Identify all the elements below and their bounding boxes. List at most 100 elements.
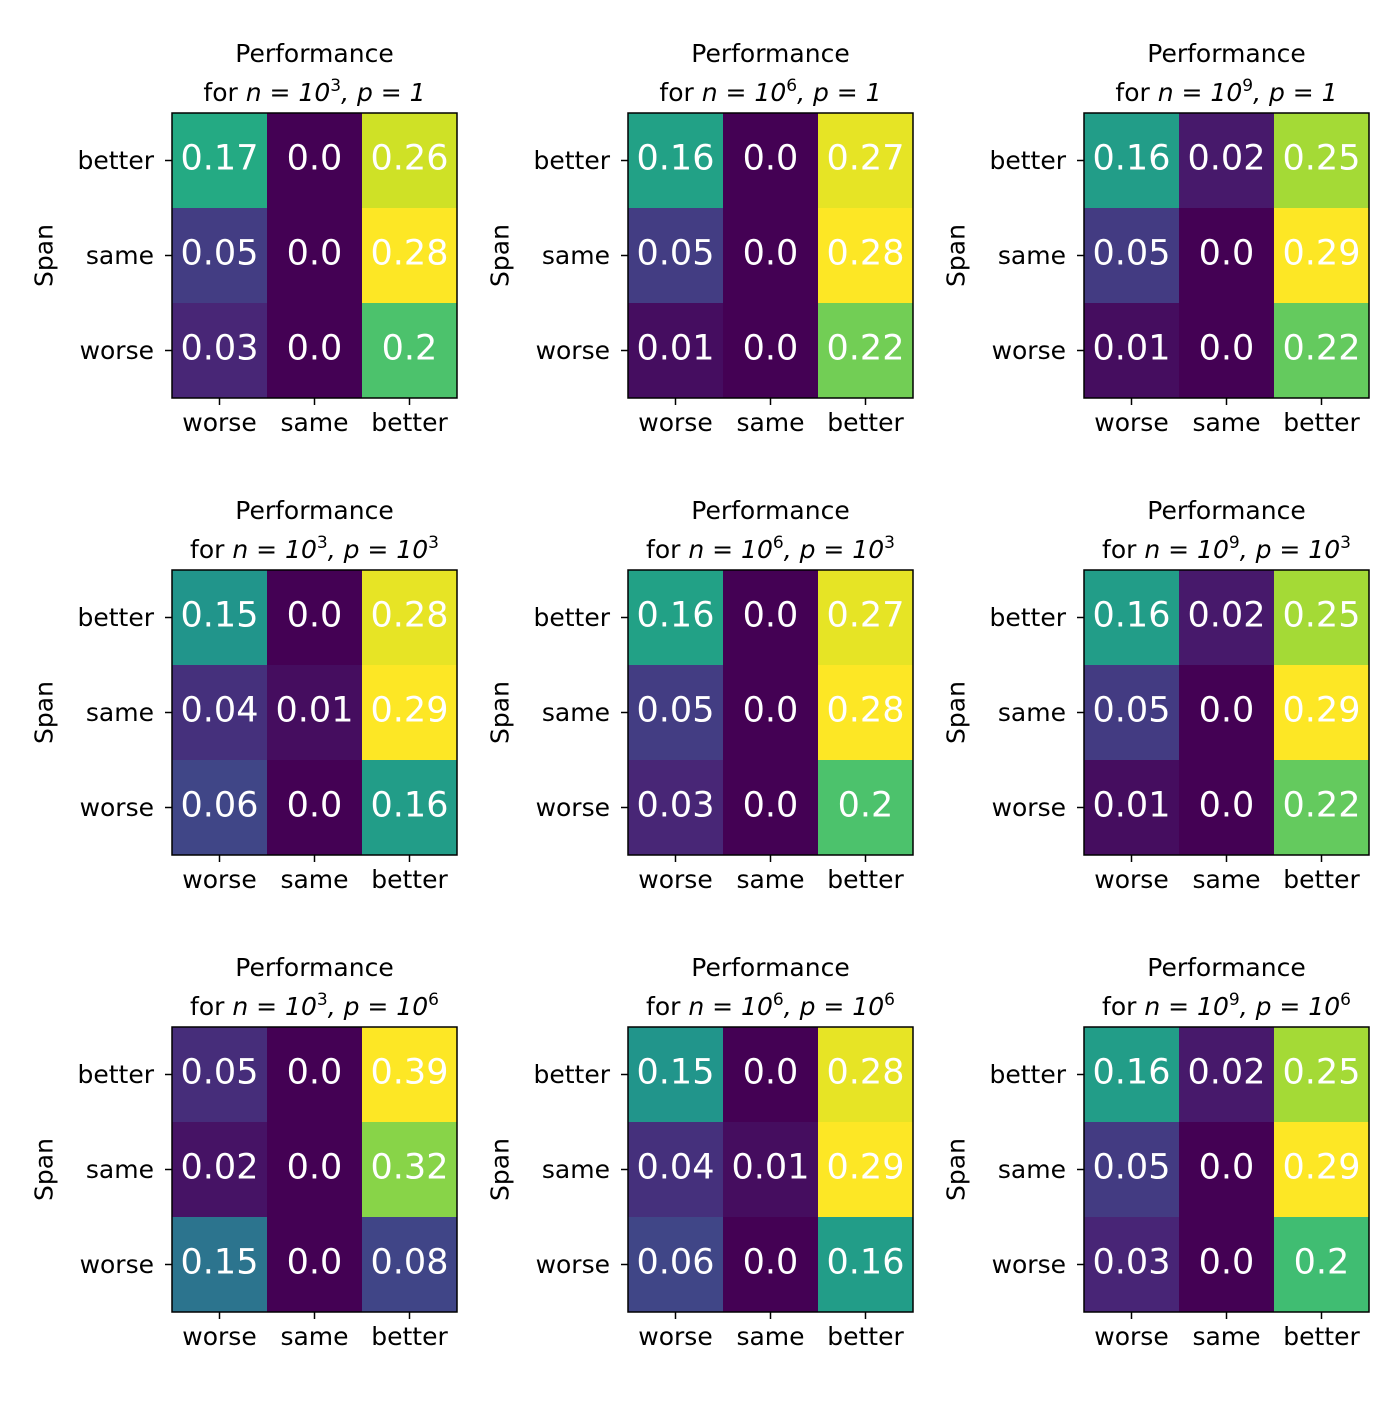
cell-value-label: 0.01 [1093, 786, 1171, 826]
subtitle-p-base: , p = 10 [328, 535, 428, 564]
x-tick-label: worse [182, 408, 256, 437]
cell-value-label: 0.04 [637, 1148, 715, 1188]
panel-subtitle: for n = 106, p = 1 [659, 76, 881, 107]
subtitle-prefix: for [1102, 535, 1144, 564]
cell-value-label: 0.0 [1199, 786, 1255, 826]
heatmap-cell [172, 208, 268, 304]
cell-value-label: 0.29 [827, 1148, 905, 1188]
x-tick-label: worse [638, 408, 712, 437]
y-tick-label: worse [536, 1250, 610, 1279]
y-tick-label: same [86, 1155, 154, 1184]
cell-value-label: 0.0 [743, 1053, 799, 1093]
heatmap-cell [1084, 760, 1180, 856]
subtitle-p-base: , p = 10 [328, 992, 428, 1021]
heatmap-cell [1084, 665, 1180, 761]
heatmap-cell [628, 1217, 724, 1313]
heatmap-cell [1084, 570, 1180, 666]
y-tick-label: same [998, 241, 1066, 270]
cell-value-label: 0.29 [1283, 1148, 1361, 1188]
panel-subtitle: for n = 106, p = 106 [646, 990, 895, 1021]
heatmap-cell [172, 1122, 268, 1218]
subtitle-p-base: , p = 10 [1240, 535, 1340, 564]
panel-subtitle: for n = 103, p = 1 [203, 76, 425, 107]
cell-value-label: 0.15 [181, 596, 259, 636]
heatmap-cell [818, 1217, 914, 1313]
subtitle-n-exponent: 3 [330, 76, 341, 96]
panel-title: Performance [691, 39, 849, 68]
heatmap-cell [362, 1027, 458, 1123]
cell-value-label: 0.25 [1283, 1053, 1361, 1093]
x-tick-label: same [736, 865, 804, 894]
heatmap-cell [628, 113, 724, 209]
panel-title: Performance [691, 496, 849, 525]
subtitle-p-exponent: 3 [1340, 533, 1351, 553]
heatmap-panel-9: 0.16 0.02 0.250.05 0.0 0.290.03 0.0 0.2betters… [942, 953, 1370, 1351]
cell-value-label: 0.03 [1093, 1243, 1171, 1283]
y-tick-label: better [77, 1060, 154, 1089]
subtitle-n-exponent: 6 [773, 990, 784, 1010]
cell-value-label: 0.0 [743, 1243, 799, 1283]
heatmap-cell [1179, 208, 1275, 304]
x-tick-label: worse [182, 865, 256, 894]
cell-value-label: 0.04 [181, 691, 259, 731]
panel-title: Performance [1147, 953, 1305, 982]
heatmap-cell [172, 303, 268, 399]
heatmap-cell [628, 665, 724, 761]
heatmap-cell [723, 208, 819, 304]
heatmap-cell [362, 1217, 458, 1313]
heatmap-cell [1274, 1122, 1370, 1218]
panel-title: Performance [235, 953, 393, 982]
x-tick-label: same [280, 408, 348, 437]
panel-title: Performance [1147, 496, 1305, 525]
heatmap-panel-4: 0.15 0.0 0.28 0.04 0.01 0.29 0.06 0.0 0.16 better… [30, 496, 458, 894]
cell-value-label: 0.28 [371, 234, 449, 274]
y-tick-label: worse [536, 336, 610, 365]
heatmap-cell [818, 303, 914, 399]
subtitle-n-base: n = 10 [246, 78, 331, 107]
subtitle-n-exponent: 9 [1229, 533, 1240, 553]
cell-value-label: 0.16 [371, 786, 449, 826]
heatmap-cell [362, 570, 458, 666]
y-axis-label: Span [942, 681, 971, 744]
heatmap-cell [1179, 570, 1275, 666]
x-tick-label: better [827, 408, 904, 437]
subtitle-n-base: n = 10 [232, 535, 317, 564]
heatmap-cell [1274, 570, 1370, 666]
cell-value-label: 0.0 [743, 596, 799, 636]
subtitle-n-exponent: 6 [786, 76, 797, 96]
y-tick-label: same [86, 241, 154, 270]
heatmap-cell [267, 1122, 363, 1218]
subtitle-n-exponent: 3 [317, 990, 328, 1010]
subtitle-prefix: for [659, 78, 701, 107]
x-tick-label: better [827, 1322, 904, 1351]
heatmap-cell [628, 303, 724, 399]
cell-value-label: 0.22 [1283, 329, 1361, 369]
heatmap-cell [723, 760, 819, 856]
cell-value-label: 0.05 [1093, 691, 1171, 731]
heatmap-panel-5: 0.16 0.0 0.27 0.05 0.0 0.28 0.03 0.0 0.2 better sa… [486, 496, 914, 894]
y-tick-label: same [542, 698, 610, 727]
subtitle-p-base: , p = 10 [784, 535, 884, 564]
cell-value-label: 0.02 [1188, 596, 1266, 636]
cell-value-label: 0.05 [1093, 234, 1171, 274]
cell-value-label: 0.03 [637, 786, 715, 826]
cell-value-label: 0.08 [371, 1243, 449, 1283]
heatmap-cell [818, 1027, 914, 1123]
subtitle-n-base: n = 10 [1144, 992, 1229, 1021]
cell-value-label: 0.25 [1283, 596, 1361, 636]
y-tick-label: better [989, 603, 1066, 632]
cell-value-label: 0.25 [1283, 139, 1361, 179]
cell-value-label: 0.05 [637, 234, 715, 274]
subtitle-p-base: , p = 10 [784, 992, 884, 1021]
x-tick-label: same [280, 865, 348, 894]
heatmap-cell [362, 665, 458, 761]
cell-value-label: 0.16 [1093, 596, 1171, 636]
panel-subtitle: for n = 103, p = 106 [190, 990, 439, 1021]
cell-value-label: 0.01 [732, 1148, 810, 1188]
cell-value-label: 0.28 [827, 691, 905, 731]
x-tick-label: better [371, 1322, 448, 1351]
subtitle-n-base: n = 10 [688, 535, 773, 564]
heatmap-cell [723, 303, 819, 399]
cell-value-label: 0.0 [1199, 691, 1255, 731]
panel-title: Performance [691, 953, 849, 982]
